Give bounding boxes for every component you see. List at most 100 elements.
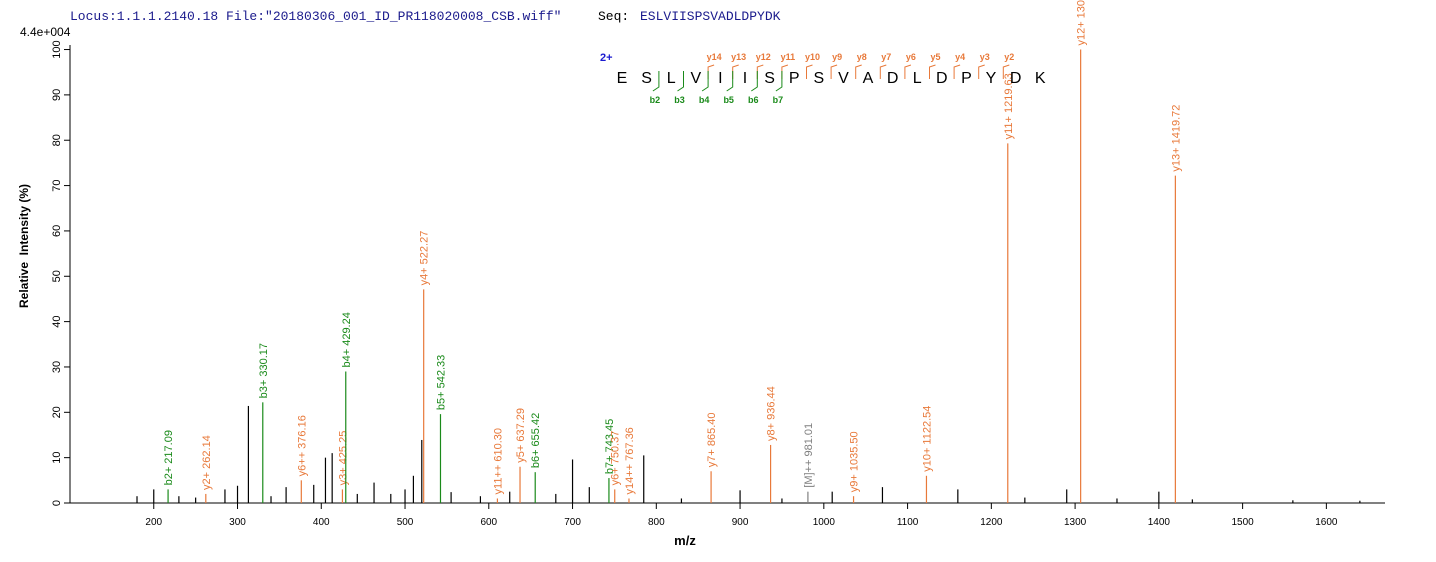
- residue: D: [936, 70, 948, 87]
- residue: I: [718, 70, 722, 87]
- seq-label: Seq:: [598, 9, 629, 24]
- y-ion-mark: [1002, 64, 1010, 79]
- x-tick-label: 200: [145, 517, 162, 528]
- y-tick-label: 90: [51, 89, 63, 101]
- residue: Y: [986, 70, 997, 87]
- b-ion-mark: [652, 71, 660, 92]
- x-tick-label: 700: [564, 517, 581, 528]
- peak-label: [M]++ 981.01: [803, 423, 815, 488]
- residue: K: [1035, 70, 1046, 87]
- y-ion-mark: [806, 64, 813, 79]
- b-ion-label: b3: [674, 95, 685, 105]
- b-ion-mark: [677, 71, 684, 92]
- peak-label: y9+ 1035.50: [849, 431, 861, 492]
- x-tick-label: 400: [313, 517, 330, 528]
- peak-label: y13+ 1419.72: [1170, 105, 1182, 172]
- residue: A: [863, 70, 874, 87]
- y-ion-mark: [929, 64, 936, 79]
- b-ion-label: b6: [748, 95, 759, 105]
- b-ion-mark: [726, 71, 734, 92]
- peak-label: y6+ 750.37: [610, 431, 622, 486]
- y-ion-mark: [781, 64, 789, 79]
- y-ion-mark: [830, 64, 838, 79]
- x-tick-label: 800: [648, 517, 665, 528]
- residue: D: [887, 70, 899, 87]
- y-ion-mark: [707, 64, 715, 79]
- residue: D: [1010, 70, 1022, 87]
- x-tick-label: 300: [229, 517, 246, 528]
- peak-label: y14++ 767.36: [624, 427, 636, 494]
- x-tick-label: 1300: [1064, 517, 1087, 528]
- x-tick-label: 1500: [1231, 517, 1254, 528]
- y-ion-label: y14: [707, 52, 722, 62]
- y-tick-label: 20: [51, 406, 63, 418]
- b-ion-mark: [751, 71, 758, 92]
- y-ion-mark: [732, 64, 739, 79]
- residue: E: [617, 70, 628, 87]
- charge: 2+: [600, 52, 613, 64]
- peak-label: y11+ 1219.63: [1003, 73, 1015, 139]
- peak-label: y4+ 522.27: [419, 231, 431, 286]
- y-ion-label: y13: [731, 52, 746, 62]
- y-tick-label: 70: [51, 179, 63, 191]
- residue: I: [743, 70, 747, 87]
- y-ion-label: y12: [756, 52, 771, 62]
- x-tick-label: 1400: [1148, 517, 1171, 528]
- y-tick-label: 10: [51, 452, 63, 464]
- b-ion-label: b4: [699, 95, 710, 105]
- y-tick-label: 60: [51, 225, 63, 237]
- y-ion-mark: [978, 64, 985, 79]
- y-tick-label: 100: [51, 40, 63, 58]
- header: Locus:1.1.1.2140.18 File:"20180306_001_I…: [70, 9, 561, 24]
- y-ion-mark: [756, 64, 764, 79]
- peak-label: y10+ 1122.54: [921, 406, 933, 472]
- x-tick-label: 600: [480, 517, 497, 528]
- peak-label: y2+ 262.14: [201, 435, 213, 490]
- y-tick-label: 50: [51, 270, 63, 282]
- peak-label: b2+ 217.09: [163, 430, 175, 485]
- y-ion-mark: [904, 64, 912, 79]
- x-tick-label: 1000: [813, 517, 836, 528]
- residue: S: [764, 70, 775, 87]
- b-ion-mark: [775, 71, 783, 92]
- y-ion-label: y3: [980, 52, 990, 62]
- sequence: ESLVIISPSVADLDPYDK: [640, 9, 781, 24]
- y-ion-mark: [953, 64, 961, 79]
- residue: L: [913, 70, 922, 87]
- y-ion-mark: [879, 64, 887, 79]
- b-ion-label: b7: [773, 95, 784, 105]
- b-ion-label: b2: [650, 95, 661, 105]
- y-ion-label: y10: [805, 52, 820, 62]
- x-tick-label: 1200: [980, 517, 1003, 528]
- residue: V: [838, 70, 849, 87]
- b-ion-label: b5: [723, 95, 734, 105]
- peak-label: b4+ 429.24: [341, 312, 353, 367]
- peak-label: y3+ 425.25: [337, 431, 349, 486]
- peak-label: y11++ 610.30: [492, 428, 504, 494]
- y-ion-label: y11: [781, 52, 796, 62]
- residue: P: [789, 70, 800, 87]
- x-axis-label: m/z: [674, 533, 696, 548]
- y-axis-label: Relative Intensity (%): [17, 184, 31, 308]
- peak-label: y7+ 865.40: [706, 413, 718, 468]
- b-ion-mark: [701, 71, 709, 92]
- x-tick-label: 1600: [1315, 517, 1338, 528]
- peak-label: y8+ 936.44: [766, 386, 778, 441]
- y-ion-label: y5: [930, 52, 940, 62]
- peak-label: y6++ 376.16: [296, 415, 308, 476]
- y-tick-label: 40: [51, 315, 63, 327]
- peak-label: b7+ 743.45: [604, 419, 616, 474]
- residue: V: [690, 70, 701, 87]
- scale-label: 4.4e+004: [20, 25, 71, 39]
- y-tick-label: 80: [51, 134, 63, 146]
- x-tick-label: 900: [732, 517, 749, 528]
- x-tick-label: 500: [397, 517, 414, 528]
- residue: S: [641, 70, 652, 87]
- y-ion-label: y9: [832, 52, 842, 62]
- y-ion-label: y2: [1004, 52, 1014, 62]
- y-ion-label: y8: [857, 52, 867, 62]
- residue: L: [667, 70, 676, 87]
- residue: P: [961, 70, 972, 87]
- residue: S: [813, 70, 824, 87]
